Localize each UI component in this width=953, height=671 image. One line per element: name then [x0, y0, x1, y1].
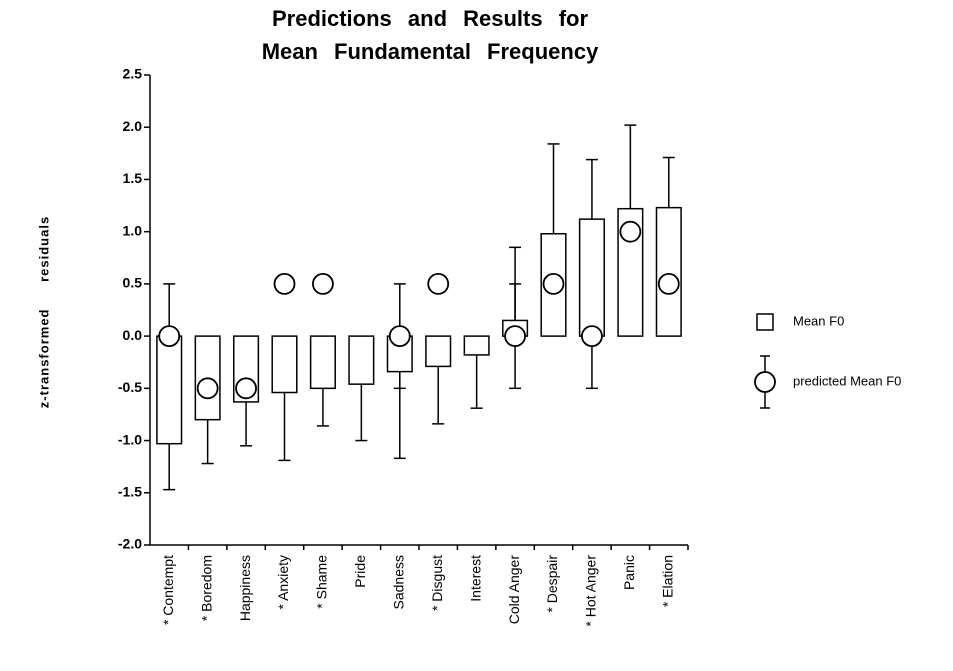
- error-bar: [278, 392, 291, 462]
- bar: [425, 335, 452, 368]
- x-tick-label: * Contempt: [160, 555, 176, 625]
- predicted-marker: [196, 377, 219, 400]
- y-tick-label: 0.5: [123, 275, 143, 291]
- x-tick-label: * Disgust: [429, 555, 445, 611]
- y-tick-label: 1.5: [123, 170, 143, 186]
- error-bar: [432, 366, 445, 425]
- legend-label: predicted Mean F0: [793, 373, 901, 388]
- y-tick-label: -1.5: [118, 483, 142, 499]
- bar: [655, 206, 682, 337]
- predicted-marker: [581, 325, 603, 348]
- predicted-marker: [235, 377, 257, 400]
- predicted-marker: [388, 325, 411, 348]
- error-bar: [470, 354, 483, 409]
- y-tick-label: 2.0: [123, 118, 143, 134]
- x-tick-label: * Despair: [544, 555, 560, 613]
- error-bar: [240, 401, 253, 447]
- x-tick-label: Cold Anger: [506, 555, 522, 625]
- predicted-marker: [542, 272, 565, 295]
- bar: [271, 335, 298, 394]
- error-bar: [201, 419, 214, 465]
- chart-title: Predictions and Results for: [272, 6, 588, 31]
- error-bar: [547, 143, 560, 234]
- x-tick-label: * Shame: [314, 555, 330, 609]
- x-tick-label: * Elation: [659, 555, 675, 607]
- predicted-marker: [657, 272, 680, 295]
- x-tick-label: * Anxiety: [275, 555, 291, 609]
- bar: [194, 335, 221, 421]
- y-axis-title: z-transformed residuals: [36, 216, 51, 408]
- predicted-marker: [158, 325, 181, 348]
- predicted-marker: [427, 272, 450, 295]
- bar: [348, 335, 375, 385]
- error-bar: [316, 388, 329, 427]
- legend-swatch: [756, 313, 774, 331]
- x-tick-label: Happiness: [237, 555, 253, 621]
- legend-swatch: [754, 371, 776, 393]
- bar: [309, 335, 336, 390]
- error-bar: [355, 384, 368, 442]
- x-tick-label: Sadness: [390, 555, 406, 609]
- legend-label: Mean F0: [793, 313, 844, 328]
- x-tick-label: Interest: [467, 555, 483, 602]
- bar: [156, 335, 183, 445]
- error-bar: [163, 443, 176, 491]
- x-tick-label: Panic: [621, 555, 637, 590]
- bar: [463, 335, 490, 356]
- predicted-marker: [504, 325, 526, 348]
- bar: [578, 218, 605, 337]
- error-bar: [662, 156, 675, 208]
- chart-title: Mean Fundamental Frequency: [262, 39, 599, 64]
- y-tick-label: -2.0: [118, 536, 142, 552]
- y-tick-label: -1.0: [118, 431, 142, 447]
- error-bar: [585, 158, 598, 220]
- predicted-marker: [273, 272, 296, 295]
- predicted-marker: [619, 220, 642, 243]
- predicted-marker: [312, 272, 334, 295]
- y-tick-label: -0.5: [118, 379, 142, 395]
- y-tick-label: 1.0: [123, 222, 143, 238]
- error-bar: [624, 124, 637, 209]
- y-tick-label: 0.0: [123, 327, 143, 343]
- x-tick-label: * Hot Anger: [583, 555, 599, 627]
- x-tick-label: Pride: [352, 555, 368, 588]
- y-tick-label: 2.5: [123, 66, 143, 82]
- x-tick-label: * Boredom: [198, 555, 214, 621]
